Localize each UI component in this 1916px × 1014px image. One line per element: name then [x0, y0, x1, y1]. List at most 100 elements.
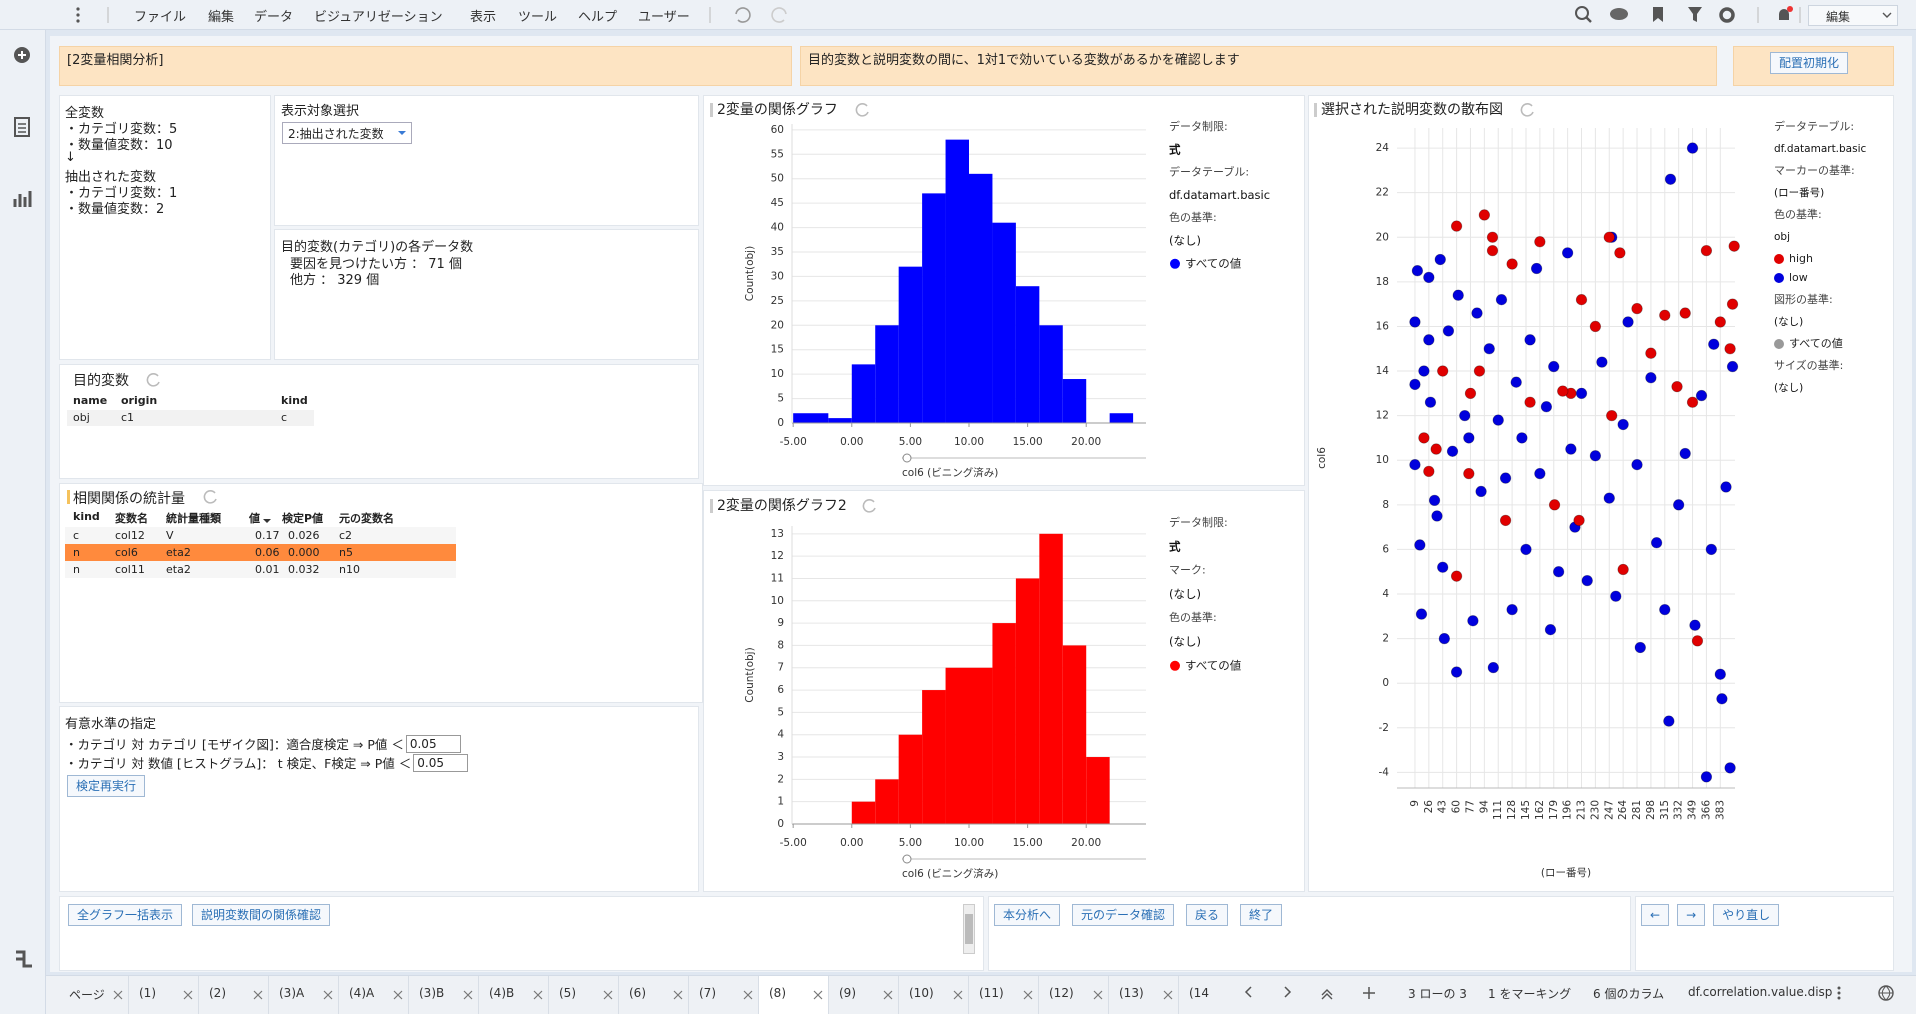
table-cell: V — [166, 529, 174, 542]
button[interactable]: 元のデータ確認 — [1072, 904, 1175, 926]
menu-item[interactable]: 表示 — [470, 10, 497, 25]
tab[interactable]: (14 — [1179, 976, 1226, 1014]
button-row: 本分析へ 元のデータ確認 戻る 終了 — [994, 904, 1283, 926]
tab[interactable]: (4)A — [339, 976, 409, 1014]
panel — [703, 490, 1305, 892]
menu-item[interactable]: ファイル — [134, 10, 187, 25]
tab-label: (5) — [559, 986, 576, 1000]
menu-item[interactable]: ヘルプ — [578, 10, 618, 25]
tab-close[interactable] — [323, 990, 333, 1000]
tab[interactable]: (8) — [759, 976, 829, 1014]
tab[interactable]: ページ — [59, 976, 129, 1014]
table-header: origin — [121, 394, 158, 407]
table-row[interactable] — [65, 561, 456, 578]
significance-title: 有意水準の指定 — [65, 717, 157, 732]
tab-close[interactable] — [883, 990, 893, 1000]
button[interactable]: 終了 — [1240, 904, 1283, 926]
tab[interactable]: (1) — [129, 976, 199, 1014]
table-cell: 0.032 — [288, 563, 320, 576]
table-header: 値 — [249, 512, 260, 525]
tab-close[interactable] — [1093, 990, 1103, 1000]
button[interactable]: → — [1677, 904, 1706, 926]
tab-label: (3)A — [279, 986, 305, 1000]
tab[interactable]: (3)A — [269, 976, 339, 1014]
tab-close[interactable] — [813, 990, 823, 1000]
tab[interactable]: (3)B — [409, 976, 479, 1014]
tab-bar — [46, 975, 1916, 1014]
tab-close[interactable] — [673, 990, 683, 1000]
top-bar — [0, 0, 1916, 30]
table-cell: c1 — [121, 411, 135, 424]
menu-item[interactable]: ユーザー — [638, 10, 690, 25]
table-row-bg — [67, 410, 314, 426]
panel — [59, 95, 271, 360]
button[interactable]: 本分析へ — [994, 904, 1061, 926]
menu-item[interactable]: ビジュアリゼーション — [314, 10, 443, 25]
table-cell: 0.01 — [255, 563, 280, 576]
tab[interactable]: (13) — [1109, 976, 1179, 1014]
summary-line: ・カテゴリ変数：5 — [65, 122, 178, 137]
edit-mode: 編集 — [1826, 10, 1851, 24]
tab-close[interactable] — [183, 990, 193, 1000]
menu-item[interactable]: 編集 — [208, 10, 235, 25]
p-value-input[interactable]: 0.05 — [405, 734, 461, 753]
tab[interactable]: (6) — [619, 976, 689, 1014]
tab-close[interactable] — [1163, 990, 1173, 1000]
tab-label: (13) — [1119, 986, 1144, 1000]
table-cell: eta2 — [166, 546, 191, 559]
page-description: 目的変数と説明変数の間に、1対1で効いている変数があるかを確認します — [808, 53, 1240, 68]
table-row[interactable] — [65, 527, 456, 544]
table-cell: 0.06 — [255, 546, 280, 559]
tab-close[interactable] — [953, 990, 963, 1000]
tab-close[interactable] — [603, 990, 613, 1000]
tab-close[interactable] — [533, 990, 543, 1000]
counts-title: 目的変数(カテゴリ)の各データ数 — [281, 240, 474, 255]
table-cell: 0.026 — [288, 529, 320, 542]
summary-line: 抽出された変数 — [65, 170, 157, 185]
tab[interactable]: (12) — [1039, 976, 1109, 1014]
tab[interactable]: (7) — [689, 976, 759, 1014]
tab-label: (2) — [209, 986, 226, 1000]
tab-label: (4)B — [489, 986, 515, 1000]
tab[interactable]: (2) — [199, 976, 269, 1014]
tab-close[interactable] — [463, 990, 473, 1000]
significance-text: ・カテゴリ 対 数値 [ヒストグラム]： t 検定、F検定 ⇒ P値 ＜ — [65, 756, 412, 771]
tab[interactable]: (4)B — [479, 976, 549, 1014]
tab-close[interactable] — [393, 990, 403, 1000]
panel — [59, 483, 703, 703]
tab-close[interactable] — [253, 990, 263, 1000]
tab-label: (6) — [629, 986, 646, 1000]
table-cell: n — [73, 563, 80, 576]
header-box — [800, 46, 1717, 86]
select-label: 表示対象選択 — [281, 104, 360, 119]
rerun-button[interactable]: 検定再実行 — [67, 775, 146, 797]
button[interactable]: 全グラフ一括表示 — [68, 904, 183, 926]
table-row[interactable] — [65, 544, 456, 561]
button[interactable]: やり直し — [1713, 904, 1780, 926]
button[interactable]: ← — [1641, 904, 1670, 926]
tab[interactable]: (11) — [969, 976, 1039, 1014]
tab-label: (4)A — [349, 986, 375, 1000]
tab[interactable]: (5) — [549, 976, 619, 1014]
tab-close[interactable] — [1023, 990, 1033, 1000]
menu-item[interactable]: データ — [254, 10, 294, 25]
tab-close[interactable] — [743, 990, 753, 1000]
panel — [274, 95, 699, 226]
p-value-input[interactable]: 0.05 — [413, 753, 469, 772]
tab[interactable]: (10) — [899, 976, 969, 1014]
tab-close[interactable] — [113, 990, 123, 1000]
status-item: 6 個のカラム — [1593, 987, 1665, 1001]
select-box[interactable] — [282, 122, 412, 144]
table-header: kind — [73, 510, 100, 523]
summary-line: ・カテゴリ変数：1 — [65, 186, 178, 201]
target-title: 目的変数 — [73, 373, 129, 389]
menu-item[interactable]: ツール — [518, 10, 558, 25]
edit-dropdown[interactable] — [1808, 5, 1898, 26]
button[interactable]: 戻る — [1186, 904, 1229, 926]
tab[interactable]: (9) — [829, 976, 899, 1014]
table-cell: 0.000 — [288, 546, 320, 559]
button[interactable]: 説明変数間の関係確認 — [192, 904, 331, 926]
reset-button[interactable]: 配置初期化 — [1770, 52, 1849, 74]
table-header: kind — [281, 394, 308, 407]
